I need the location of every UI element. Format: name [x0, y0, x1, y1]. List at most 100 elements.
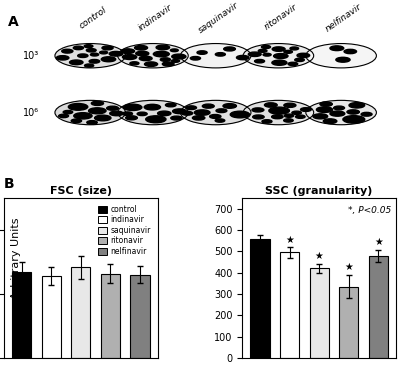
- Circle shape: [160, 58, 170, 61]
- Circle shape: [73, 46, 84, 50]
- Circle shape: [210, 114, 221, 118]
- Circle shape: [330, 46, 344, 51]
- Circle shape: [223, 104, 236, 108]
- Circle shape: [156, 45, 170, 50]
- Circle shape: [330, 111, 345, 116]
- Circle shape: [172, 54, 186, 59]
- Legend: control, indinavir, saquinavir, ritonavir, nelfinavir: control, indinavir, saquinavir, ritonavi…: [95, 202, 154, 259]
- Circle shape: [320, 102, 332, 106]
- Circle shape: [284, 50, 292, 53]
- Circle shape: [361, 113, 372, 116]
- Circle shape: [284, 103, 296, 107]
- Circle shape: [296, 115, 305, 118]
- Circle shape: [215, 119, 225, 122]
- Bar: [12, 272, 31, 358]
- Circle shape: [306, 44, 376, 68]
- Circle shape: [316, 107, 333, 113]
- Text: ★: ★: [344, 262, 353, 272]
- Text: 10⁶: 10⁶: [23, 107, 39, 118]
- Circle shape: [258, 49, 267, 52]
- Bar: [42, 276, 61, 358]
- Circle shape: [87, 121, 97, 124]
- Bar: [71, 267, 90, 358]
- Circle shape: [272, 60, 287, 65]
- Circle shape: [194, 110, 210, 115]
- Text: 10³: 10³: [23, 51, 39, 61]
- Circle shape: [90, 53, 99, 56]
- Circle shape: [118, 100, 188, 125]
- Circle shape: [186, 106, 196, 110]
- Bar: [310, 268, 329, 358]
- Circle shape: [297, 53, 310, 58]
- Circle shape: [86, 49, 96, 52]
- Circle shape: [172, 59, 180, 62]
- Circle shape: [136, 51, 149, 56]
- Circle shape: [263, 53, 271, 56]
- Circle shape: [295, 58, 304, 62]
- Circle shape: [56, 56, 69, 60]
- Circle shape: [182, 111, 193, 115]
- Circle shape: [170, 49, 178, 52]
- Circle shape: [144, 62, 158, 66]
- Circle shape: [272, 115, 283, 119]
- Circle shape: [262, 120, 272, 123]
- Bar: [250, 238, 270, 358]
- Circle shape: [158, 111, 171, 116]
- Circle shape: [344, 49, 356, 54]
- Circle shape: [107, 106, 118, 110]
- Bar: [339, 286, 358, 358]
- Circle shape: [215, 53, 225, 56]
- Circle shape: [126, 116, 137, 120]
- Circle shape: [336, 57, 350, 62]
- Text: indinavir: indinavir: [137, 3, 174, 32]
- Circle shape: [334, 106, 344, 110]
- Circle shape: [139, 56, 152, 61]
- Circle shape: [248, 52, 261, 56]
- Circle shape: [55, 44, 126, 68]
- Circle shape: [323, 119, 337, 124]
- Text: B: B: [4, 177, 15, 191]
- Circle shape: [70, 60, 83, 65]
- Circle shape: [63, 110, 73, 114]
- Circle shape: [78, 54, 88, 58]
- Circle shape: [254, 59, 264, 63]
- Circle shape: [153, 51, 169, 57]
- Text: ★: ★: [285, 235, 294, 245]
- Text: *, P<0.05: *, P<0.05: [348, 206, 391, 215]
- Circle shape: [162, 62, 174, 66]
- Circle shape: [110, 111, 123, 116]
- Circle shape: [84, 45, 93, 48]
- Circle shape: [343, 115, 365, 123]
- Circle shape: [89, 59, 100, 63]
- Circle shape: [109, 51, 123, 56]
- Circle shape: [253, 115, 264, 119]
- Circle shape: [102, 46, 113, 50]
- Circle shape: [262, 45, 270, 49]
- Circle shape: [252, 108, 264, 112]
- Circle shape: [290, 47, 298, 50]
- Circle shape: [288, 62, 298, 66]
- Circle shape: [202, 104, 214, 108]
- Circle shape: [230, 111, 250, 118]
- Bar: [101, 273, 120, 358]
- Circle shape: [71, 119, 82, 123]
- Circle shape: [74, 113, 92, 119]
- Circle shape: [91, 101, 104, 106]
- Circle shape: [146, 116, 166, 123]
- Title: SSC (granularity): SSC (granularity): [266, 186, 373, 196]
- Circle shape: [180, 100, 251, 125]
- Circle shape: [122, 112, 132, 115]
- Bar: [130, 275, 150, 358]
- Text: nelfinavir: nelfinavir: [324, 1, 364, 33]
- Circle shape: [272, 47, 285, 51]
- Circle shape: [55, 100, 126, 125]
- Circle shape: [284, 114, 294, 117]
- Circle shape: [84, 64, 94, 67]
- Circle shape: [243, 100, 314, 125]
- Circle shape: [134, 45, 148, 50]
- Circle shape: [121, 49, 134, 54]
- Circle shape: [190, 56, 200, 60]
- Circle shape: [306, 100, 376, 125]
- Text: saquinavir: saquinavir: [196, 0, 240, 35]
- Circle shape: [68, 104, 88, 110]
